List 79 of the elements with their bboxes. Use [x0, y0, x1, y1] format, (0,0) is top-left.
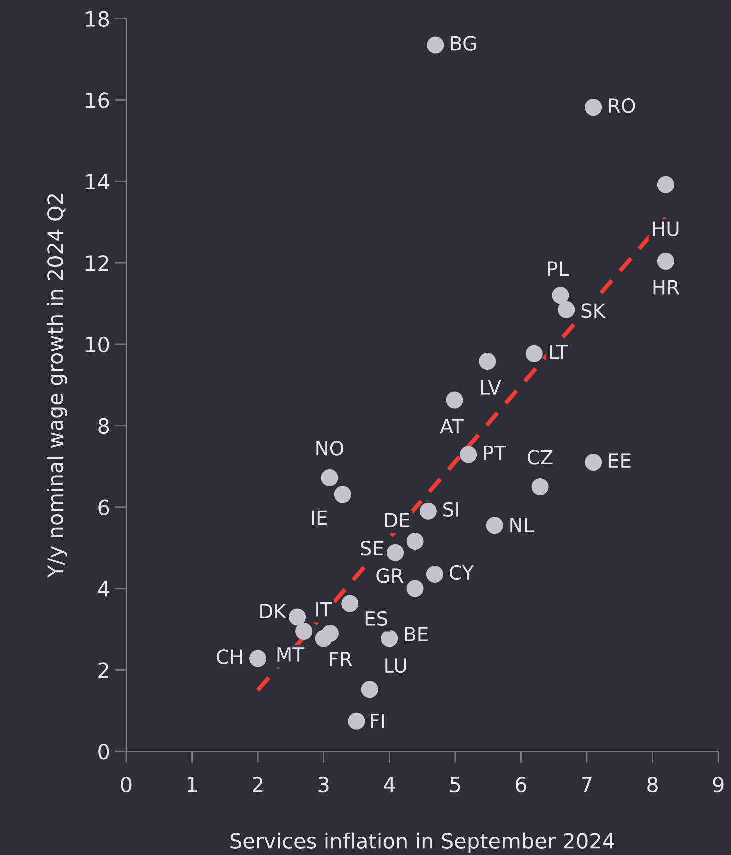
point: [315, 630, 332, 648]
y-tick-label: 10: [86, 336, 110, 353]
x-tick-label: 8: [648, 776, 658, 793]
annotation: BE: [405, 627, 428, 642]
y-tick-label: 0: [98, 744, 110, 760]
point: [361, 681, 378, 698]
annotation: LT: [550, 345, 568, 360]
x-tick-label: 6: [516, 776, 527, 793]
annotation: EE: [609, 454, 631, 468]
annotation: CH: [217, 650, 242, 664]
point: [334, 486, 352, 504]
point: [406, 580, 424, 598]
annotation: AT: [440, 419, 464, 434]
point: [446, 392, 464, 409]
point: [321, 469, 338, 486]
point: [348, 712, 366, 730]
annotation: IT: [316, 602, 332, 617]
x-tick-label: 2: [252, 776, 263, 792]
x-tick-label: 0: [121, 776, 132, 793]
y-tick-label: 6: [98, 500, 110, 516]
y-tick-label: 2: [98, 662, 108, 678]
annotation: PT: [484, 446, 506, 460]
y-tick-label: 12: [86, 256, 108, 271]
y-tick-label: 14: [86, 174, 110, 190]
annotation: DE: [386, 513, 410, 528]
y-tick-label: 16: [86, 92, 110, 108]
point: [585, 99, 602, 116]
point: [381, 630, 398, 648]
annotation: FI: [371, 714, 384, 728]
annotation: HR: [654, 280, 680, 295]
annotation: LV: [481, 380, 502, 395]
x-tick-label: 9: [713, 776, 724, 793]
point: [420, 502, 437, 520]
point: [427, 36, 444, 54]
y-tick-label: 4: [98, 581, 110, 597]
point: [657, 176, 674, 194]
annotation: DK: [260, 604, 287, 618]
y-tick-label: 18: [86, 11, 110, 28]
point: [558, 301, 576, 318]
point: [342, 595, 359, 612]
point: [289, 608, 306, 626]
y-axis-title: Y/y nominal wage growth in 2024 Q2: [47, 194, 68, 578]
annotation: MT: [278, 648, 305, 662]
point: [406, 532, 424, 550]
x-tick-label: 3: [318, 776, 329, 793]
point: [526, 345, 543, 362]
annotation: FR: [330, 652, 352, 666]
x-tick-label: 5: [450, 777, 460, 793]
annotation: ES: [366, 611, 388, 626]
point: [387, 544, 404, 562]
annotation: BG: [451, 36, 476, 51]
annotation: NO: [316, 441, 344, 456]
y-tick-label: 8: [98, 418, 110, 434]
x-tick-label: 1: [188, 777, 197, 792]
point: [250, 650, 267, 668]
annotation: RO: [609, 98, 636, 114]
point: [657, 252, 674, 270]
annotation: SI: [444, 502, 458, 518]
x-axis-title: Services inflation in September 2024: [230, 832, 614, 853]
annotation: GR: [376, 568, 404, 584]
point: [460, 446, 478, 464]
point: [296, 622, 313, 640]
annotation: CZ: [528, 450, 553, 465]
point: [479, 353, 496, 370]
point: [552, 287, 570, 304]
point: [486, 517, 504, 534]
point: [532, 478, 549, 496]
annotation: SK: [582, 304, 606, 318]
annotation: CY: [450, 565, 474, 580]
annotation: LU: [386, 658, 406, 674]
annotation: HU: [653, 222, 679, 236]
annotation: IE: [312, 510, 328, 526]
point: [585, 454, 602, 472]
x-tick-label: 4: [384, 777, 396, 792]
x-tick-label: 7: [582, 777, 592, 792]
annotation: PL: [548, 262, 570, 276]
point: [426, 566, 444, 583]
annotation: SE: [361, 541, 384, 556]
annotation: NL: [510, 518, 534, 532]
